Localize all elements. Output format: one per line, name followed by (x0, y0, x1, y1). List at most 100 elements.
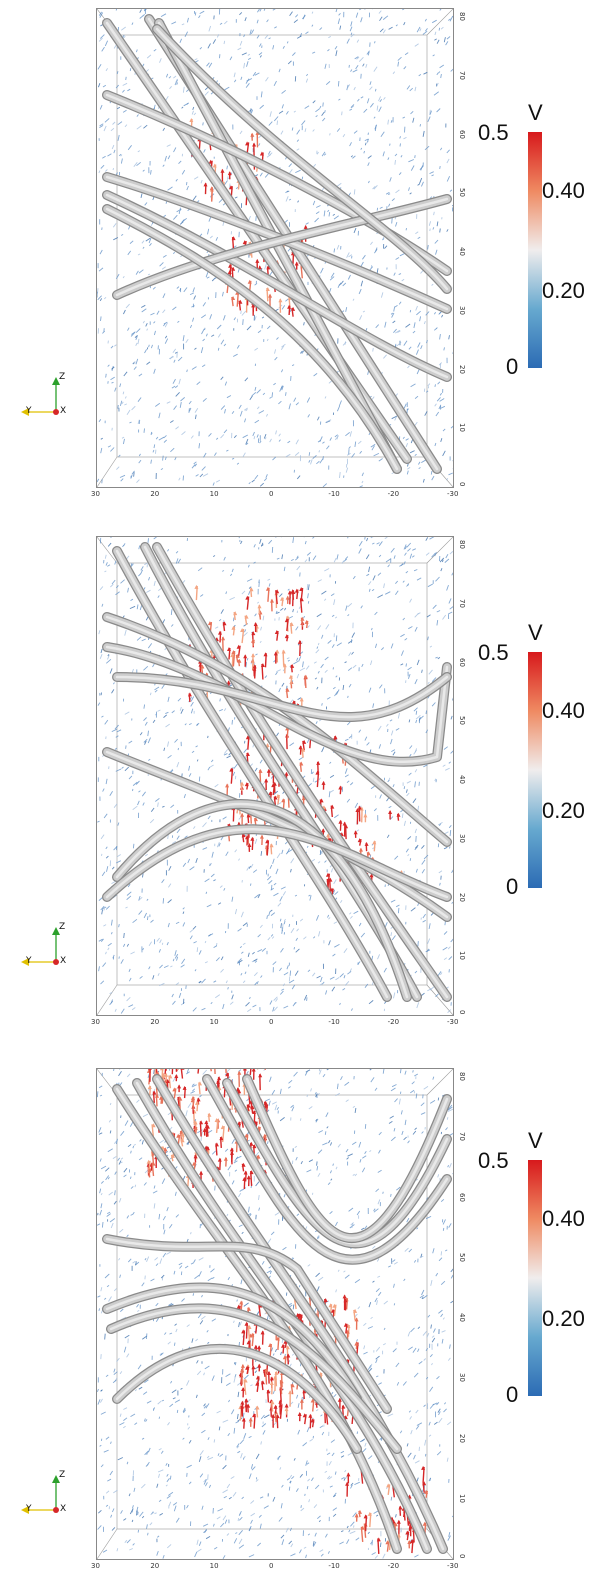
x-tick-label: -20 (387, 490, 400, 498)
flux-tube (242, 1074, 452, 1244)
flux-tube (112, 1343, 362, 1454)
z-tick-label: 70 (458, 1132, 466, 1142)
flux-tube (102, 172, 452, 314)
triad-label-z: Z (59, 1470, 66, 1480)
triad-label-y: Y (26, 1504, 32, 1514)
x-tick-label: -20 (387, 1018, 400, 1026)
flux-tube (102, 642, 452, 767)
figure-panel-middle: 30 20 10 0 -10 -20 -30 0 10 20 30 40 50 60 70 80 V 0.5 0… (0, 528, 616, 1028)
z-tick-label: 10 (458, 1493, 466, 1503)
triad-label-z: Z (59, 372, 66, 382)
x-tick-label: 30 (91, 490, 100, 498)
colorbar-label: 0.20 (542, 1306, 585, 1331)
flux-tubes (102, 14, 452, 474)
colorbar-label: 0.5 (478, 120, 509, 145)
flux-tubes (102, 1074, 452, 1554)
triad-label-y: Y (26, 406, 32, 416)
x-tick-label: 30 (91, 1018, 100, 1026)
z-tick-label: 60 (458, 129, 466, 139)
flux-tube (102, 204, 402, 474)
z-tick-label: 30 (458, 833, 466, 843)
flux-tube (102, 190, 452, 382)
flux-tube (112, 546, 392, 1002)
colorbar-label: 0.40 (542, 1206, 585, 1231)
flux-tube (202, 1074, 452, 1265)
x-tick-label: 10 (209, 1018, 219, 1026)
triad-label-x: X (60, 1504, 67, 1514)
z-tick-label: 60 (458, 1192, 466, 1202)
z-tick-label: 50 (458, 1252, 466, 1262)
z-tick-label: 80 (458, 540, 466, 549)
axes-triad-icon (21, 927, 60, 966)
colorbar-label: 0.5 (478, 1148, 509, 1173)
z-tick-label: 40 (458, 775, 466, 784)
x-tick-label: -10 (328, 490, 340, 498)
colorbar-label: 0.20 (542, 278, 585, 303)
z-tick-label: 70 (458, 70, 466, 80)
flux-tube (102, 747, 452, 922)
vector-field-plot (97, 9, 453, 487)
x-tick-label: -30 (447, 490, 459, 498)
simulation-box (96, 8, 454, 488)
z-tick-label: 20 (458, 1433, 466, 1443)
colorbar-label: 0.40 (542, 698, 585, 723)
figure-panel-bottom: 30 20 10 0 -10 -20 -30 0 10 20 30 40 50 60 70 80 V 0.5 0… (0, 1060, 616, 1579)
vector-field-background (97, 9, 453, 487)
flux-tube (112, 1084, 402, 1554)
x-tick-label: 0 (269, 490, 274, 498)
z-tick-label: 10 (458, 423, 466, 433)
flux-tube (102, 1282, 362, 1404)
figure-panel-top: 30 20 10 0 -10 -20 -30 0 10 20 30 40 50 60 70 80 V 0.5 0… (0, 0, 616, 500)
triad-label-x: X (60, 406, 67, 416)
simulation-box (96, 536, 454, 1016)
x-tick-label: 10 (209, 490, 219, 498)
x-tick-label: 0 (269, 1562, 274, 1570)
x-tick-label: -20 (387, 1562, 400, 1570)
colorbar-label: 0.40 (542, 178, 585, 203)
flux-tube (106, 1303, 402, 1454)
z-tick-label: 40 (458, 247, 466, 256)
colorbar-label: 0 (506, 1382, 519, 1407)
simulation-box (96, 1068, 454, 1560)
z-tick-label: 60 (458, 657, 466, 667)
colorbar-title: V (528, 620, 543, 645)
z-tick-label: 80 (458, 1072, 466, 1081)
triad-label-z: Z (59, 922, 66, 932)
z-tick-label: 30 (458, 305, 466, 315)
colorbar-gradient (528, 652, 542, 888)
colorbar-label: 0.20 (542, 798, 585, 823)
flux-tubes (102, 542, 452, 1002)
x-tick-label: -30 (447, 1562, 459, 1570)
flux-tube (152, 542, 452, 1002)
flux-tube (112, 672, 452, 722)
flux-tube (152, 24, 452, 294)
flux-tube (102, 824, 452, 902)
z-tick-label: 20 (458, 892, 466, 902)
colorbar-label: 0 (506, 874, 519, 899)
x-tick-label: 20 (150, 490, 160, 498)
colorbar-title: V (528, 100, 543, 125)
x-tick-label: 20 (150, 1018, 160, 1026)
flux-tube (112, 194, 452, 300)
triad-label-y: Y (26, 956, 32, 966)
z-tick-label: 0 (458, 1010, 466, 1015)
x-tick-label: -10 (328, 1562, 340, 1570)
vector-field-plot (97, 1069, 453, 1559)
x-tick-label: 30 (91, 1562, 100, 1570)
flux-tube (152, 1074, 448, 1554)
colorbar-label: 0.5 (478, 640, 509, 665)
z-tick-label: 40 (458, 1313, 466, 1322)
x-tick-label: -30 (447, 1018, 459, 1026)
z-tick-label: 50 (458, 188, 466, 198)
x-tick-label: -10 (328, 1018, 340, 1026)
flux-tube (102, 612, 452, 847)
z-tick-label: 30 (458, 1373, 466, 1383)
axes-triad-icon (21, 1475, 60, 1514)
colorbar-label: 0 (506, 354, 519, 379)
colorbar-gradient (528, 1160, 542, 1396)
z-tick-label: 0 (458, 1554, 466, 1559)
vector-field-plot (97, 537, 453, 1015)
axes-triad-icon (21, 377, 60, 416)
colorbar-title: V (528, 1128, 543, 1153)
x-tick-label: 0 (269, 1018, 274, 1026)
